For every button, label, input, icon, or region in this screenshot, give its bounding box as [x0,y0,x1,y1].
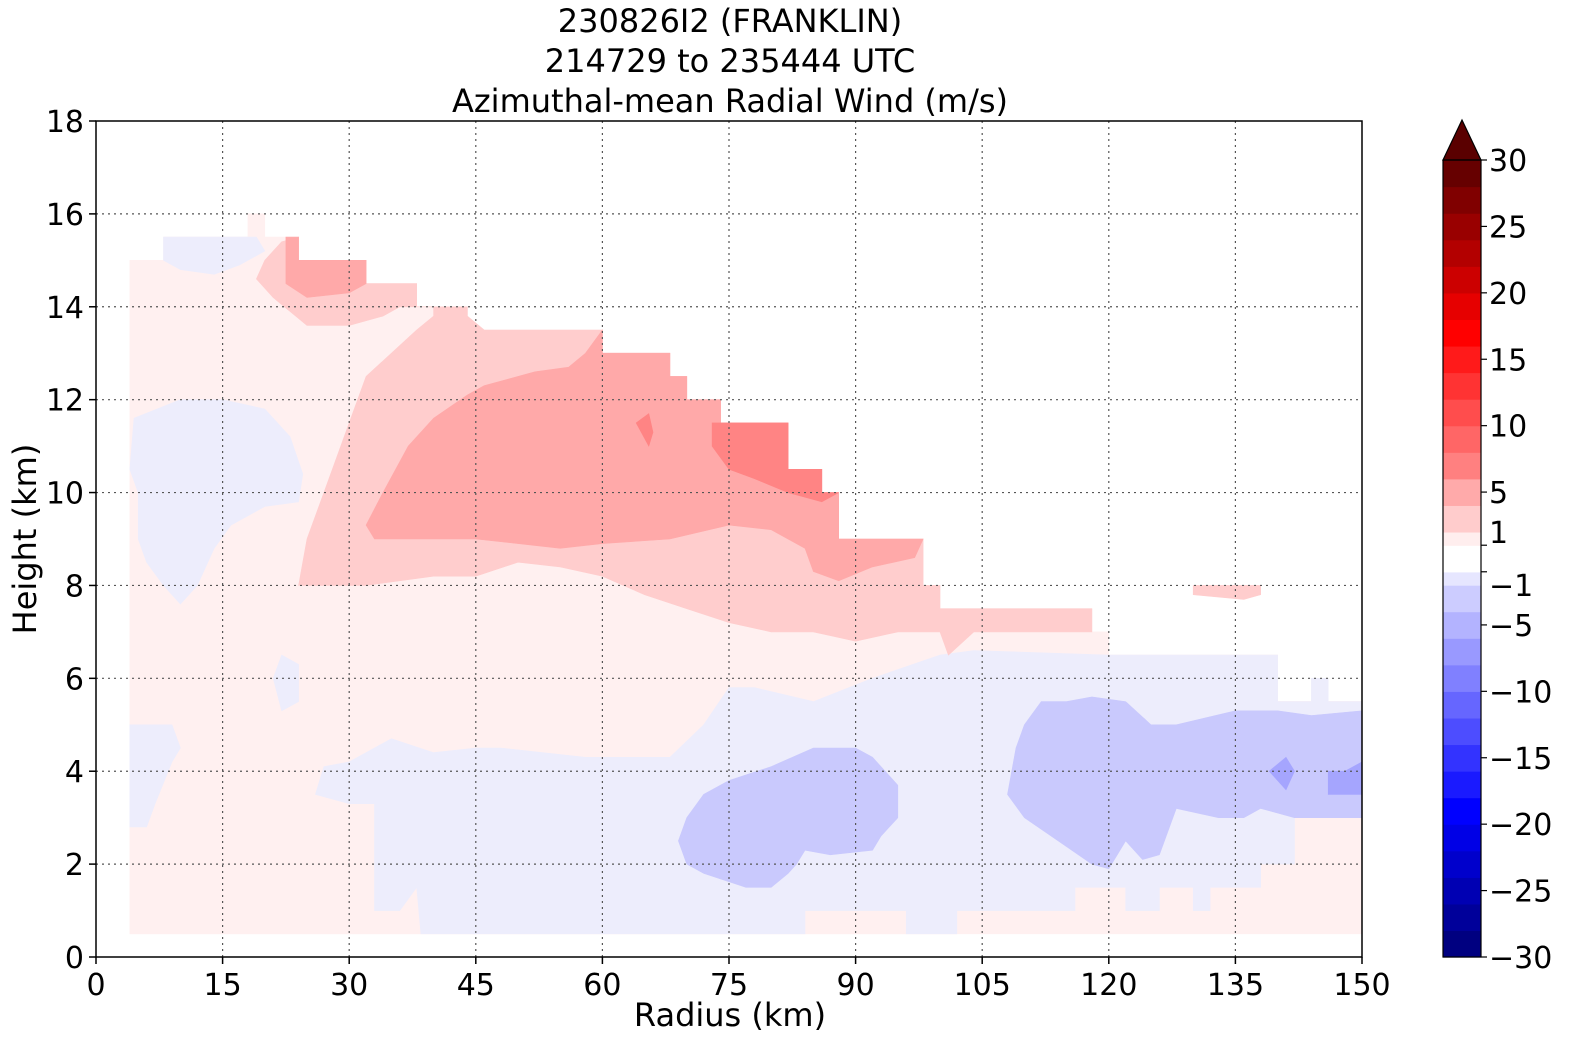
colorbar-band-8 [1443,717,1481,746]
contour-region-14 [1007,696,1363,870]
colorbar-extend-arrow [1442,118,1482,161]
x-tick-label-0: 0 [86,968,105,1003]
y-tick-label-4: 8 [65,569,84,604]
colorbar-band-3 [1443,850,1481,878]
colorbar-band-7 [1443,744,1481,772]
y-tick-label-1: 2 [65,848,84,883]
colorbar-band-15 [1443,545,1481,573]
colorbar-band-4 [1443,824,1481,852]
colorbar-band-16 [1443,531,1481,546]
colorbar-tick-label-6: 1 [1489,516,1508,551]
contour-region-10 [285,236,367,298]
x-tick-label-10: 150 [1333,968,1390,1003]
colorbar-band-27 [1443,239,1481,267]
colorbar-tick-label-1: 25 [1489,210,1527,245]
colorbar-band-30 [1443,160,1481,188]
contour-region-11 [711,422,839,503]
contour-region-15 [1268,756,1295,791]
x-tick-label-8: 120 [1080,968,1137,1003]
colorbar-band-9 [1443,691,1481,719]
colorbar-tick-label-3: 15 [1489,343,1527,378]
colorbar-frame [1442,159,1482,958]
contour-region-8 [1192,585,1261,600]
y-tick-label-5: 10 [46,477,84,512]
chart-title: 230826I2 (FRANKLIN) 214729 to 235444 UTC… [452,2,1008,120]
contour-region-6 [272,654,299,712]
x-axis-label: Radius (km) [634,996,826,1034]
y-tick-label-3: 6 [65,662,84,697]
x-tick-label-4: 60 [583,968,621,1003]
colorbar-band-6 [1443,771,1481,799]
colorbar-tick-label-13: −30 [1489,941,1552,976]
x-tick-label-7: 105 [954,968,1011,1003]
contour-region-13 [678,747,899,888]
colorbar-band-17 [1443,505,1481,533]
colorbar-band-18 [1443,478,1481,506]
y-axis-label: Height (km) [6,444,44,635]
contour-fill-regions [129,213,1363,935]
colorbar-tick-label-7: −1 [1489,569,1533,604]
title-line-1: 230826I2 (FRANKLIN) [558,2,902,40]
x-tick-label-5: 75 [710,968,748,1003]
title-line-3: Azimuthal-mean Radial Wind (m/s) [452,82,1008,120]
colorbar-band-23 [1443,345,1481,374]
x-tick-label-1: 15 [204,968,242,1003]
colorbar-band-19 [1443,452,1481,480]
colorbar-tick-label-4: 10 [1489,410,1527,445]
contour-region-16 [1327,761,1363,795]
x-tick-label-6: 90 [837,968,875,1003]
colorbar-band-25 [1443,292,1481,320]
colorbar-band-5 [1443,797,1481,825]
colorbar-band-14 [1443,571,1481,586]
colorbar-tick-label-2: 20 [1489,277,1527,312]
colorbar-band-0 [1443,930,1481,958]
colorbar-band-1 [1443,903,1481,932]
y-tick-label-2: 4 [65,755,84,790]
y-axis-ticks: 0 2 4 6 8 10 12 14 16 18 [46,105,96,976]
colorbar-tick-label-10: −15 [1489,742,1552,777]
colorbar: 30 25 20 15 10 5 1 −1 −5 −10 −15 −20 −25 −30 [1442,118,1552,976]
contour-region-3 [129,399,304,605]
colorbar-band-13 [1443,585,1481,613]
y-tick-label-0: 0 [65,941,84,976]
colorbar-tick-label-11: −20 [1489,808,1552,843]
colorbar-tick-label-5: 5 [1489,476,1508,511]
contour-region-4 [163,236,266,275]
gridlines [96,121,1362,957]
x-tick-label-2: 30 [330,968,368,1003]
colorbar-band-24 [1443,319,1481,347]
contour-region-5 [129,724,181,828]
colorbar-band-12 [1443,611,1481,639]
colorbar-tick-label-0: 30 [1489,144,1527,179]
colorbar-band-2 [1443,877,1481,905]
contour-region-12 [635,413,654,447]
title-line-2: 214729 to 235444 UTC [545,42,915,80]
colorbar-tick-label-12: −25 [1489,875,1552,910]
colorbar-band-10 [1443,664,1481,692]
x-tick-label-3: 45 [457,968,495,1003]
colorbar-tick-label-9: −10 [1489,675,1552,710]
colorbar-band-29 [1443,186,1481,214]
colorbar-band-22 [1443,372,1481,400]
colorbar-band-21 [1443,399,1481,427]
colorbar-band-11 [1443,638,1481,666]
y-tick-label-9: 18 [46,105,84,140]
y-tick-label-6: 12 [46,384,84,419]
colorbar-band-28 [1443,213,1481,241]
x-tick-label-9: 135 [1207,968,1264,1003]
colorbar-band-26 [1443,266,1481,294]
y-tick-label-7: 14 [46,291,84,326]
x-axis-ticks: 0 15 30 45 60 75 90 105 120 135 150 [86,957,1391,1003]
colorbar-tick-label-8: −5 [1489,609,1533,644]
colorbar-band-20 [1443,425,1481,453]
y-tick-label-8: 16 [46,198,84,233]
